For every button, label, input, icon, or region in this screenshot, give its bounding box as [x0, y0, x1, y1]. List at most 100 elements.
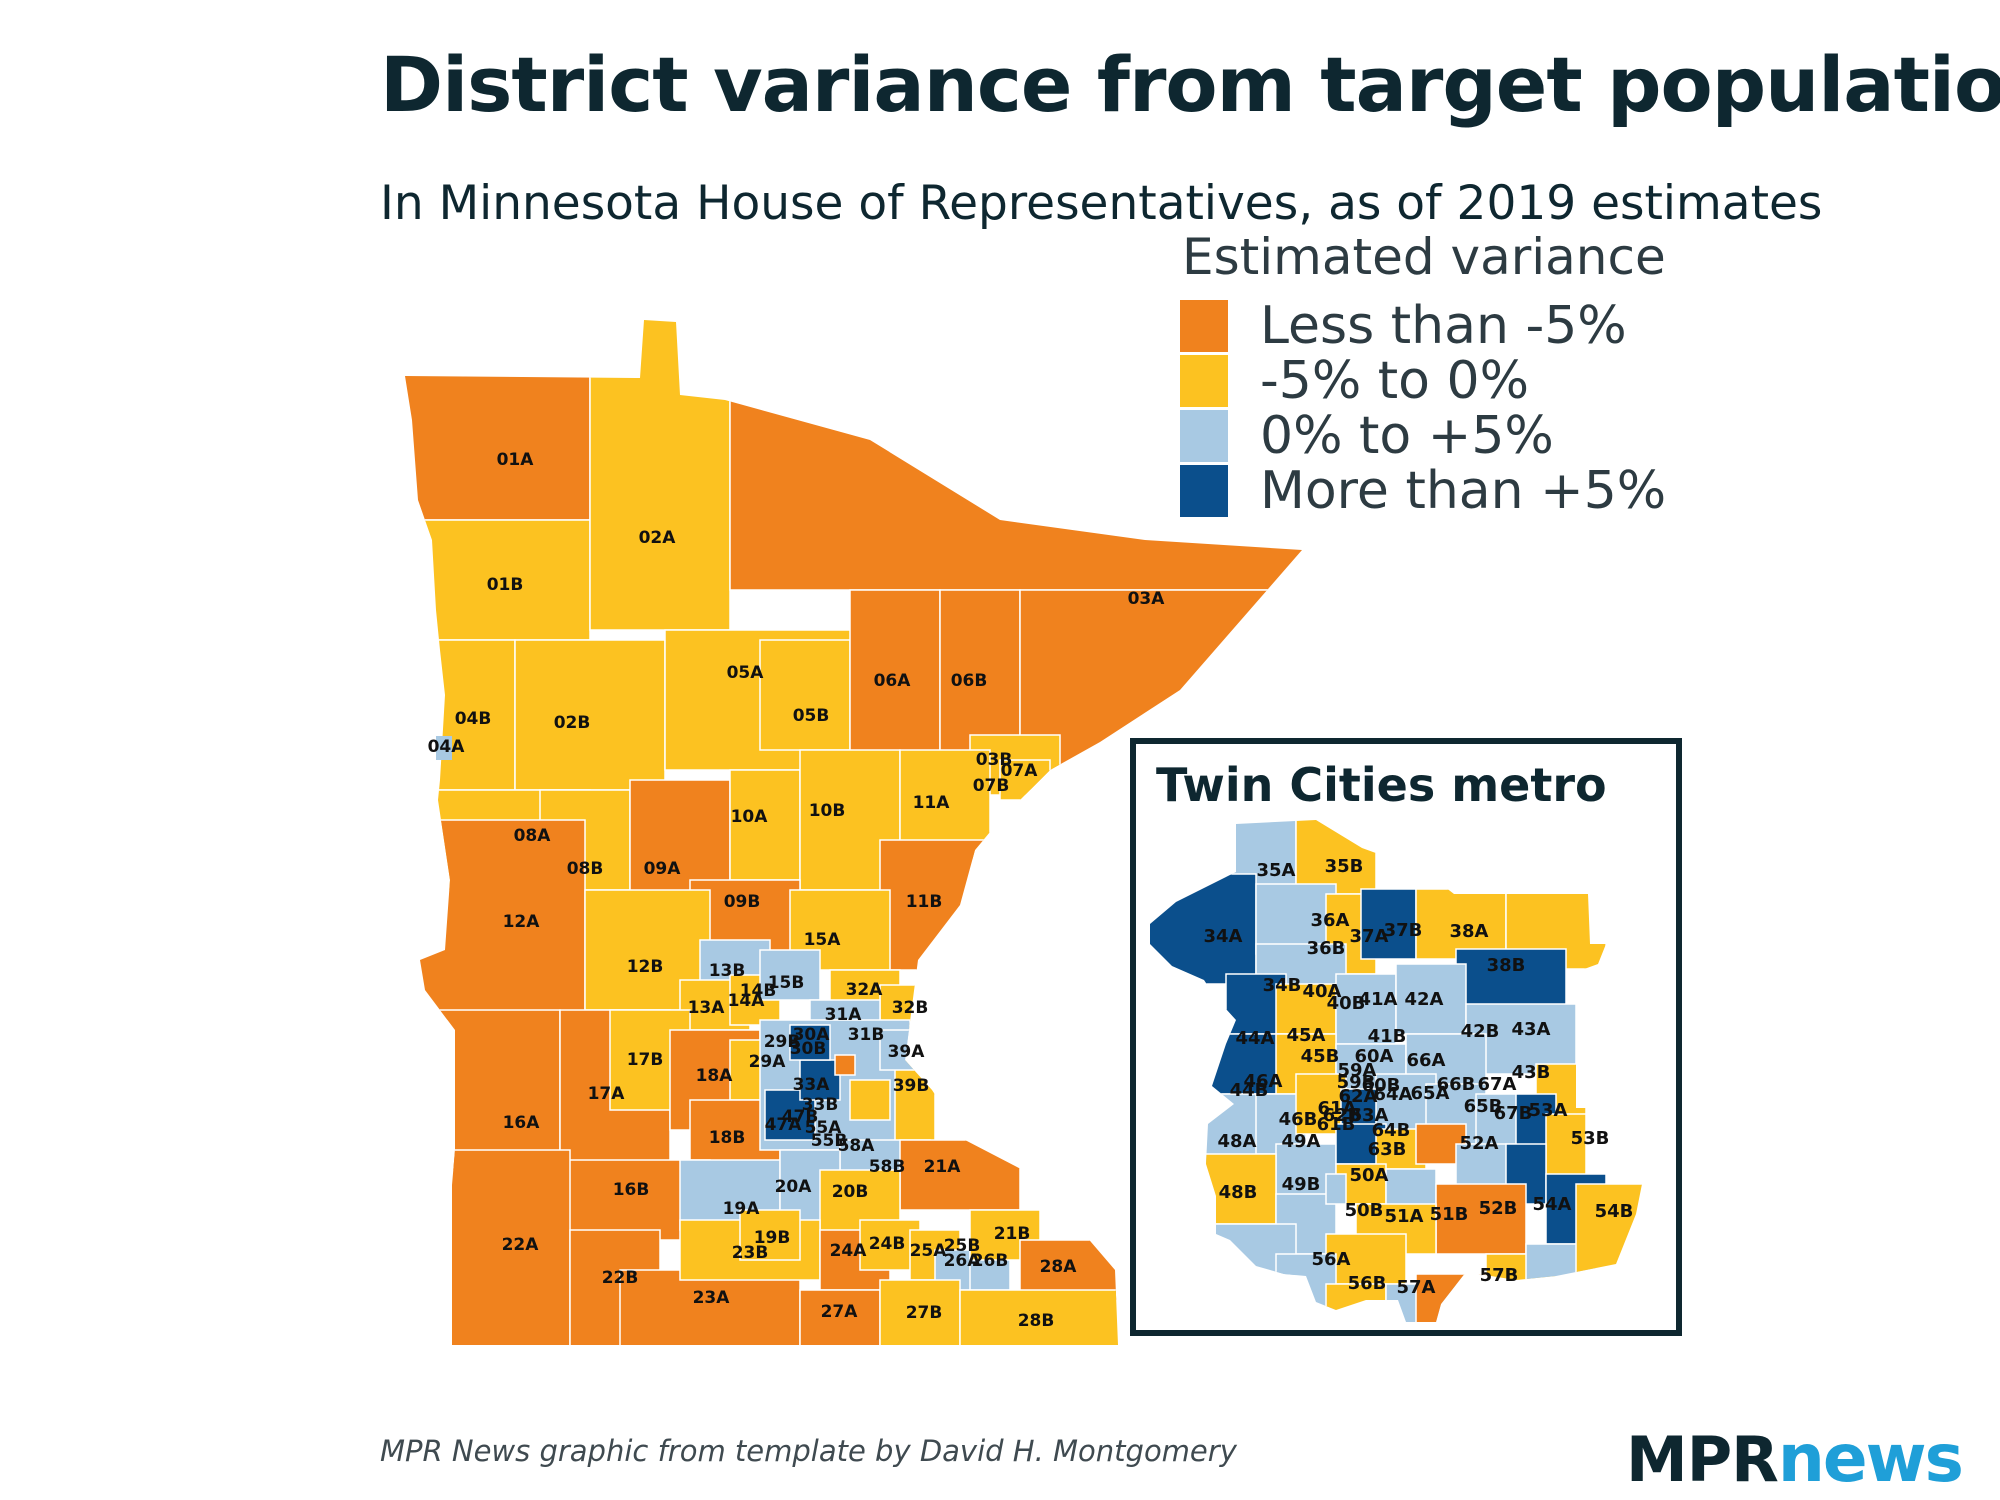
district-label: 62A [1339, 1086, 1378, 1107]
mpr-news-logo: MPRnews [1626, 1420, 1964, 1497]
district-label: 21B [994, 1224, 1031, 1244]
legend-title: Estimated variance [1182, 228, 1666, 286]
district-label: 46A [1244, 1071, 1283, 1092]
logo-news: news [1777, 1420, 1964, 1497]
metro-shape-42A [1395, 963, 1467, 1035]
district-label: 22A [502, 1235, 540, 1255]
district-shape-16A [439, 1009, 561, 1171]
district-label: 45A [1287, 1025, 1326, 1046]
district-shape-04A [436, 736, 452, 760]
twin-cities-inset: Twin Cities metro [1130, 738, 1682, 1336]
district-label: 51B [1430, 1204, 1469, 1225]
district-label: 03B [976, 750, 1013, 770]
district-shape-10A [729, 769, 801, 881]
district-label: 23B [732, 1243, 769, 1263]
district-label: 20A [775, 1177, 813, 1197]
district-label: 55A [805, 1118, 843, 1138]
district-label: 62B [1323, 1105, 1362, 1126]
district-label: 11B [906, 892, 943, 912]
metro-shape-52A [1435, 1183, 1527, 1255]
district-label: 47B [782, 1107, 819, 1127]
metro-shape-56A [1255, 1313, 1347, 1322]
district-label: 42B [1461, 1021, 1500, 1042]
district-label: 44A [1236, 1028, 1275, 1049]
legend-swatch-orange [1180, 299, 1228, 352]
district-label: 05A [727, 663, 765, 683]
district-label: 07B [973, 776, 1010, 796]
district-label: 40B [1327, 993, 1366, 1014]
district-label: 64B [1372, 1120, 1411, 1141]
district-label: 37B [1384, 920, 1423, 941]
chart-subtitle: In Minnesota House of Representatives, a… [380, 176, 1823, 231]
district-label: 32A [846, 980, 884, 1000]
district-label: 25A [910, 1241, 948, 1261]
legend-item-0-to-plus-5: 0% to +5% [1180, 405, 1666, 466]
district-label: 53B [1571, 1128, 1610, 1149]
district-label: 58A [838, 1136, 876, 1156]
district-label: 40A [1303, 981, 1342, 1002]
district-label: 03A [1128, 589, 1166, 609]
logo-mpr: MPR [1626, 1423, 1779, 1496]
district-label: 24B [869, 1234, 906, 1254]
district-label: 48A [1218, 1131, 1257, 1152]
district-label: 67A [1478, 1074, 1517, 1095]
district-label: 39A [888, 1042, 926, 1062]
district-label: 11A [913, 793, 951, 813]
district-label: 02A [639, 528, 677, 548]
district-label: 53A [1529, 1100, 1568, 1121]
district-label: 65A [1411, 1083, 1450, 1104]
district-label: 26B [972, 1251, 1009, 1271]
district-label: 33B [802, 1095, 839, 1115]
district-label: 65B [1464, 1096, 1503, 1117]
district-label: 16A [503, 1113, 541, 1133]
district-label: 59A [1338, 1060, 1377, 1081]
metro-shape-38A [1415, 888, 1507, 960]
district-label: 63A [1350, 1105, 1389, 1126]
district-label: 28A [1040, 1257, 1078, 1277]
district-shape-03A [729, 359, 1302, 591]
district-label: 18A [696, 1066, 734, 1086]
district-label: 30B [790, 1039, 827, 1059]
district-label: 48B [1219, 1182, 1258, 1203]
district-label: 26A [944, 1251, 982, 1271]
district-label: 08B [567, 859, 604, 879]
district-label: 14B [740, 981, 777, 1001]
district-label: 36B [1307, 938, 1346, 959]
legend-swatch-light-blue [1180, 409, 1228, 462]
district-label: 60A [1355, 1046, 1394, 1067]
district-shape-core-orange [834, 1054, 856, 1076]
district-label: 45B [1301, 1046, 1340, 1067]
district-shape-core-yellow [849, 1079, 891, 1121]
district-label: 61A [1318, 1098, 1357, 1119]
district-label: 43A [1512, 1019, 1551, 1040]
legend-swatch-dark-blue [1180, 464, 1228, 517]
district-label: 52A [1460, 1133, 1499, 1154]
district-label: 09A [644, 859, 682, 879]
legend-label: 0% to +5% [1260, 405, 1554, 466]
metro-shape-53A [1545, 1113, 1587, 1185]
district-label: 01B [487, 575, 524, 595]
district-shape-28B [959, 1289, 1121, 1345]
district-label: 51A [1385, 1206, 1424, 1227]
district-label: 13B [709, 961, 746, 981]
district-label: 50B [1345, 1200, 1384, 1221]
district-label: 10A [731, 807, 769, 827]
district-label: 49A [1282, 1131, 1321, 1152]
district-shape-02B [514, 639, 666, 791]
district-label: 39B [893, 1076, 930, 1096]
district-label: 02B [554, 713, 591, 733]
district-label: 22B [602, 1268, 639, 1288]
district-label: 46B [1279, 1109, 1318, 1130]
district-label: 47A [765, 1115, 803, 1135]
district-shape-15B [759, 949, 821, 1001]
district-label: 41B [1368, 1026, 1407, 1047]
district-label: 31A [825, 1005, 863, 1025]
district-label: 43B [1512, 1062, 1551, 1083]
metro-shape-37B [1360, 888, 1417, 960]
district-label: 38B [1487, 955, 1526, 976]
district-label: 54A [1533, 1194, 1572, 1215]
district-label: 29B [764, 1032, 801, 1052]
twin-cities-map: 35A 35B 34A 36A 37A 37B 38A 36B 38B 34B … [1150, 820, 1646, 1322]
district-label: 23A [693, 1288, 731, 1308]
district-label: 41A [1359, 989, 1398, 1010]
